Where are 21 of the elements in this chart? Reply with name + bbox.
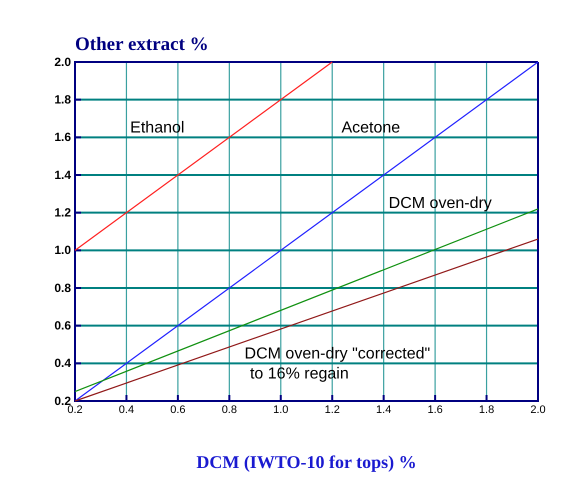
- x-tick-label: 1.4: [376, 404, 392, 416]
- x-tick-label: 0.2: [67, 404, 83, 416]
- x-tick-label: 1.8: [478, 404, 494, 416]
- y-tick-label: 1.0: [54, 243, 72, 258]
- x-tick-label: 1.2: [324, 404, 340, 416]
- x-tick-label: 1.0: [273, 404, 288, 416]
- y-tick-label: 1.8: [54, 92, 72, 107]
- y-tick-label: 1.2: [54, 206, 72, 220]
- y-tick-label: 1.4: [54, 168, 72, 182]
- y-tick-label: 0.4: [54, 356, 72, 370]
- y-tick-label: 0.6: [54, 318, 72, 333]
- x-tick-label: 2.0: [530, 404, 546, 416]
- x-tick-label: 0.4: [118, 404, 134, 416]
- chart-title: Other extract %: [75, 34, 209, 55]
- x-tick-label: 0.8: [222, 404, 237, 416]
- y-tick-label: 2.0: [54, 54, 72, 69]
- x-tick-label: 0.6: [170, 404, 186, 416]
- y-tick-label: 1.6: [54, 130, 72, 144]
- y-tick-label: 0.8: [54, 280, 72, 295]
- x-axis-title: DCM (IWTO-10 for tops) %: [196, 452, 417, 472]
- x-tick-label: 1.6: [427, 404, 443, 416]
